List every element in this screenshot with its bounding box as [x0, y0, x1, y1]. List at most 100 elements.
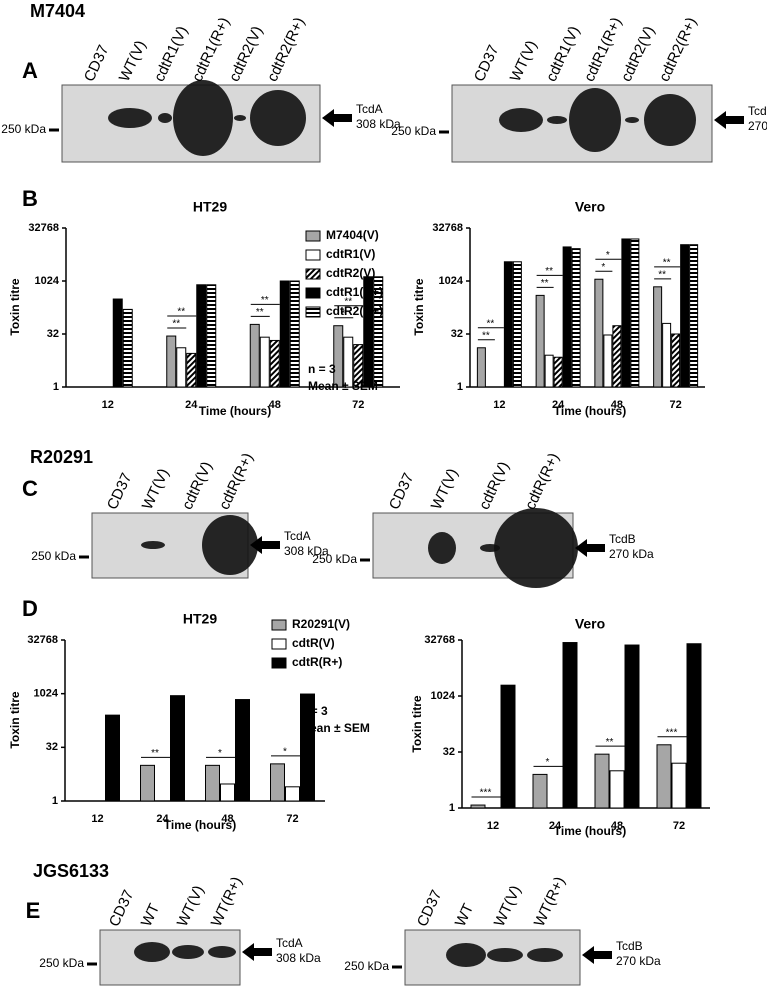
blot-band: [494, 508, 578, 588]
bar: [196, 284, 207, 388]
blot-band: [208, 946, 236, 958]
y-tick-label: 1024: [431, 690, 456, 702]
legend-label: cdtR1(V): [326, 247, 375, 261]
bar: [270, 763, 285, 802]
bar: [562, 246, 572, 388]
significance-label: *: [606, 250, 610, 261]
bar: [259, 336, 270, 388]
y-tick-label: 1: [53, 381, 59, 393]
significance-label: ***: [666, 727, 678, 738]
lane-label: WT: [138, 901, 163, 929]
x-tick-label: 12: [102, 399, 114, 411]
y-axis-label: Toxin titre: [8, 278, 22, 335]
lane-label: cdtR2(V): [226, 24, 266, 85]
blot-band: [499, 108, 543, 132]
blot-band: [487, 948, 523, 962]
y-tick-label: 32: [46, 741, 58, 753]
strain-label: R20291: [30, 447, 93, 467]
strain-label: M7404: [30, 1, 85, 21]
bar: [206, 284, 217, 388]
bar: [686, 643, 702, 809]
bar: [662, 322, 672, 388]
size-label: 308 kDa: [356, 117, 401, 131]
arrow: [714, 111, 744, 129]
y-tick-label: 1: [449, 802, 455, 814]
y-tick-label: 32768: [432, 222, 463, 234]
bar: [671, 333, 681, 388]
note: n = 3: [300, 704, 328, 718]
lane-label: WT: [452, 901, 477, 929]
significance-label: **: [151, 748, 159, 759]
bar: [680, 244, 690, 388]
x-tick-label: 72: [673, 820, 685, 832]
significance-label: ***: [480, 788, 492, 799]
marker-label: 250 kDa: [1, 122, 46, 136]
blot-band: [141, 541, 165, 549]
lane-label: WT(R+): [531, 874, 569, 929]
legend-label: cdtR1(R+): [326, 285, 383, 299]
bar: [166, 335, 177, 388]
x-tick-label: 12: [493, 399, 505, 411]
lane-label: WT(V): [491, 883, 525, 929]
size-label: 308 kDa: [276, 951, 321, 965]
blot-band: [547, 116, 567, 124]
bar: [594, 278, 604, 388]
bar: [235, 699, 250, 802]
blot-band: [173, 80, 233, 156]
significance-label: **: [663, 257, 671, 268]
significance-label: **: [541, 278, 549, 289]
legend-label: cdtR2(V): [326, 266, 375, 280]
bar: [562, 642, 578, 809]
legend-swatch: [271, 657, 287, 669]
bar: [624, 644, 640, 809]
protein-label: TcdA: [356, 102, 383, 116]
lane-label: cdtR(R+): [216, 450, 257, 512]
lane-label: WT(V): [507, 38, 541, 84]
y-tick-label: 1024: [34, 688, 59, 700]
bar: [105, 714, 120, 802]
significance-label: **: [344, 296, 352, 307]
blot-band: [250, 90, 306, 146]
bar: [671, 762, 687, 809]
x-tick-label: 12: [91, 813, 103, 825]
arrow: [242, 943, 272, 961]
bar: [186, 352, 197, 388]
chart-title: HT29: [193, 199, 227, 215]
protein-label: TcdB: [748, 104, 767, 118]
lane-label: cdtR(V): [179, 459, 216, 512]
bar: [653, 286, 663, 388]
chart-title: HT29: [183, 611, 217, 627]
lane-label: cdtR2(R+): [264, 15, 308, 85]
legend-swatch: [271, 619, 287, 631]
x-tick-label: 12: [487, 820, 499, 832]
marker-label: 250 kDa: [312, 552, 357, 566]
y-axis-label: Toxin titre: [8, 691, 22, 748]
bar: [500, 684, 516, 809]
y-tick-label: 32768: [27, 634, 58, 646]
bar: [503, 261, 513, 388]
bar: [656, 744, 672, 809]
y-tick-label: 32768: [424, 634, 455, 646]
panel-letter: A: [22, 58, 38, 83]
bar: [333, 325, 344, 388]
x-axis-label: Time (hours): [199, 404, 271, 418]
x-tick-label: 72: [670, 399, 682, 411]
y-tick-label: 1: [457, 381, 463, 393]
lane-label: cdtR1(V): [151, 24, 191, 85]
blot-band: [569, 88, 621, 152]
lane-label: cdtR2(V): [618, 24, 658, 85]
note: n = 3: [308, 362, 336, 376]
bar: [535, 294, 545, 388]
bar: [476, 347, 486, 388]
bar: [470, 804, 486, 809]
size-label: 270 kDa: [748, 119, 767, 133]
x-axis-label: Time (hours): [554, 404, 626, 418]
y-axis-label: Toxin titre: [412, 278, 426, 335]
marker-label: 250 kDa: [39, 956, 84, 970]
bar: [689, 244, 699, 388]
bar: [300, 693, 315, 802]
x-tick-label: 24: [185, 399, 198, 411]
lane-label: CD37: [106, 887, 138, 929]
bar: [353, 344, 364, 388]
marker-label: 250 kDa: [391, 124, 436, 138]
